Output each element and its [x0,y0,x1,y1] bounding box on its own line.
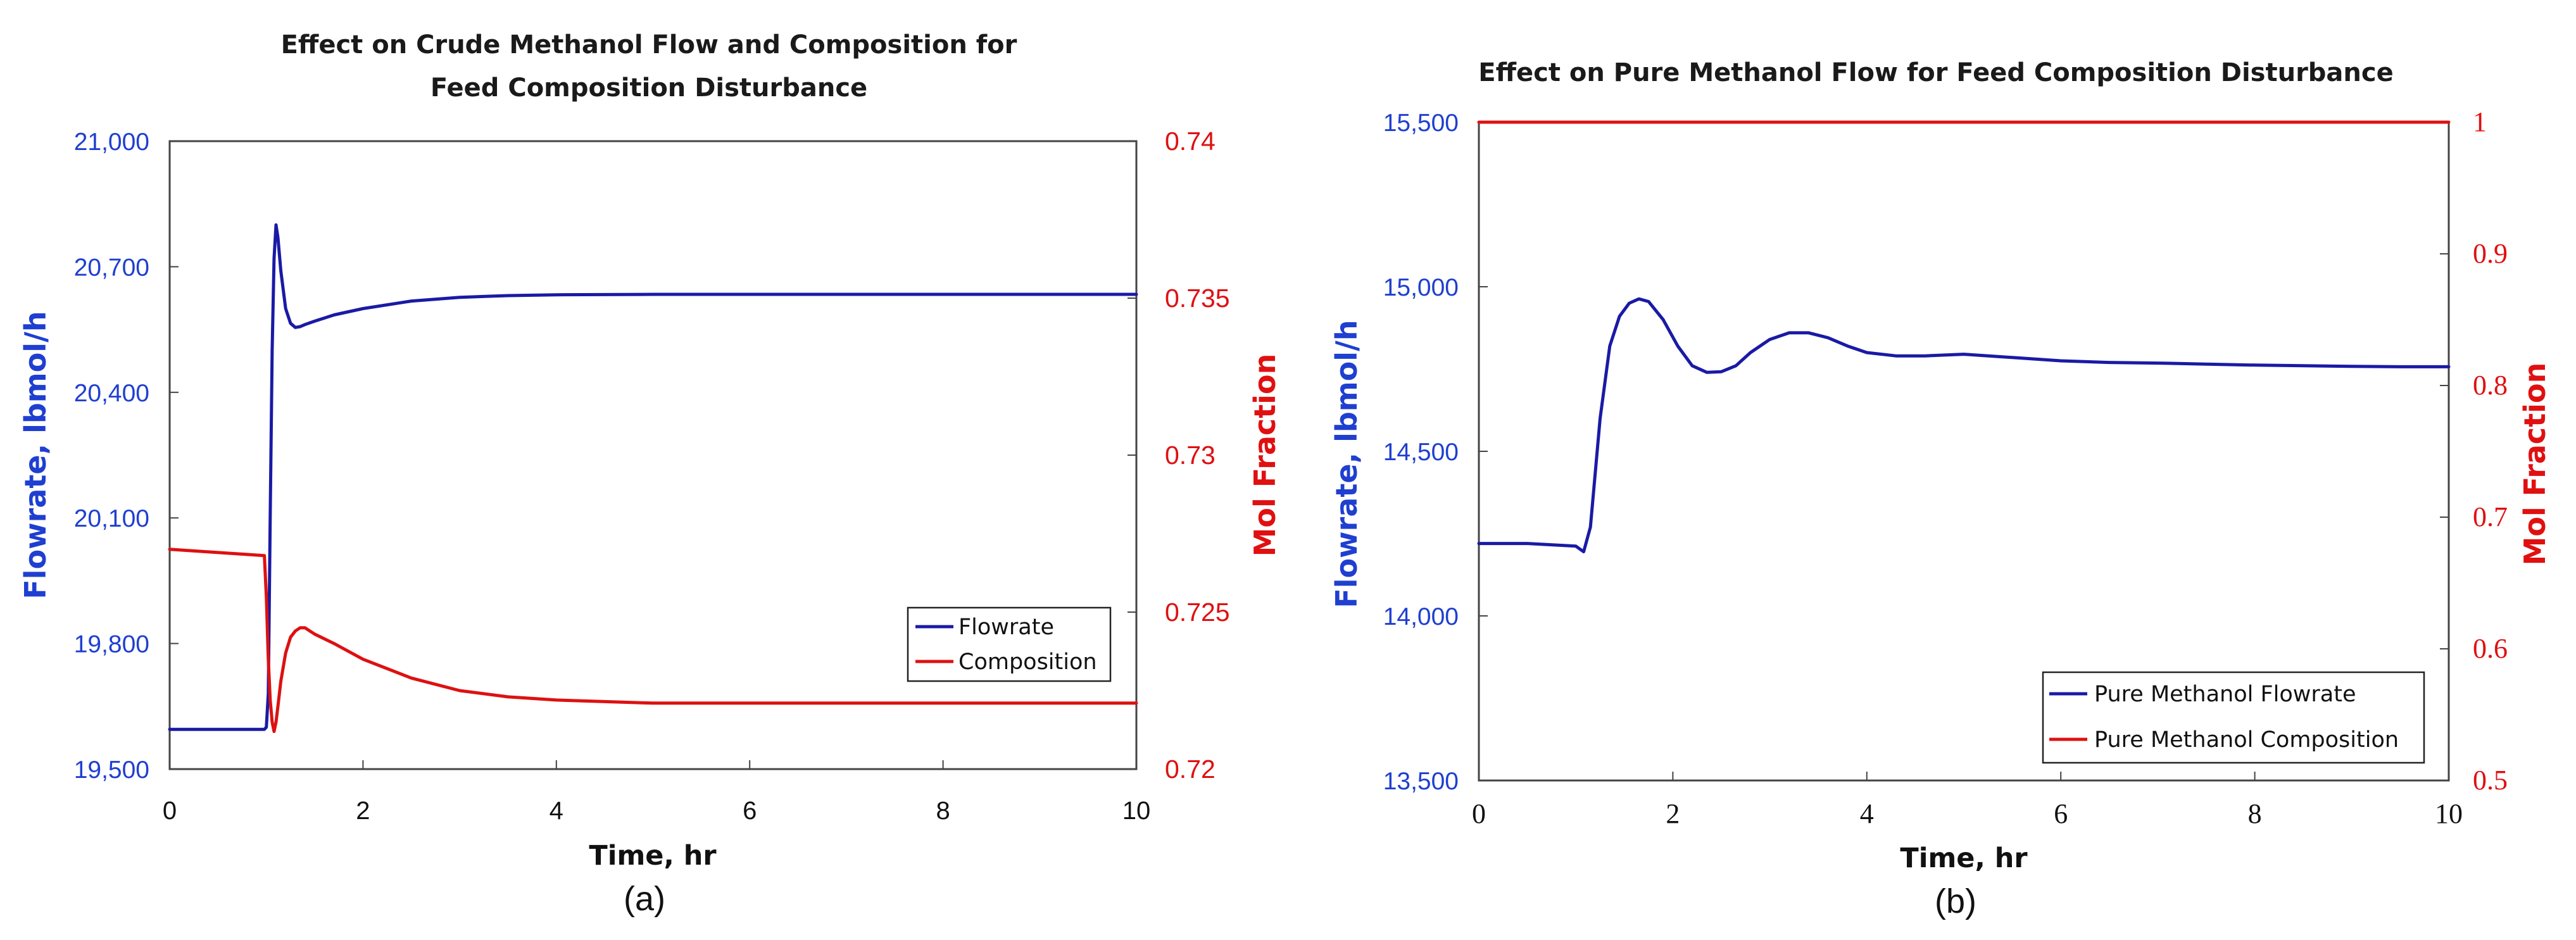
chart-a-x-ticks: 0 2 4 6 8 10 [163,760,1150,825]
chart-a-xlabel: Time, hr [589,840,717,872]
chart-b-right-tick-label: 0.6 [2473,633,2508,664]
chart-b-x-tick-label: 4 [1860,798,1874,829]
chart-a-legend-box [907,606,1112,682]
chart-b-x-tick-label: 8 [2248,798,2262,829]
chart-b-series-group [1477,120,2451,554]
chart-b-right-tick-label: 0.5 [2473,765,2508,796]
chart-b-left-tick-label: 13,500 [1383,768,1459,795]
chart-b-xlabel: Time, hr [1900,843,2028,874]
chart-a-right-tick-label: 0.725 [1165,598,1230,627]
chart-a-right-tick-label: 0.735 [1165,284,1230,313]
chart-a-left-tick-label: 19,800 [74,631,149,658]
chart-b-left-ticks: 13,500 14,000 14,500 15,000 15,500 [1383,110,1488,795]
chart-a-left-tick-label: 20,100 [74,505,149,532]
chart-a-left-ticks: 19,500 19,800 20,100 20,400 20,700 21,000 [74,128,179,784]
chart-a-ylabel-left: Flowrate, lbmol/h [18,311,53,599]
chart-a-legend-label-flowrate: Flowrate [958,615,1054,640]
chart-a-panel-label: (a) [624,880,665,918]
chart-b-x-tick-label: 6 [2054,798,2068,829]
chart-a-title-line1: Effect on Crude Methanol Flow and Compos… [281,30,1017,60]
chart-b-left-tick-label: 15,000 [1383,274,1459,301]
chart-a-legend-label-composition: Composition [958,649,1097,675]
chart-a-series-flowrate [168,223,1138,731]
chart-b-right-tick-label: 0.9 [2473,238,2508,269]
chart-a-title-line2: Feed Composition Disturbance [430,73,867,103]
chart-a-right-ticks: 0.72 0.725 0.73 0.735 0.74 [1128,127,1230,784]
chart-b-left-tick-label: 15,500 [1383,110,1459,137]
chart-b-legend-label-flowrate: Pure Methanol Flowrate [2094,682,2356,707]
chart-b-title: Effect on Pure Methanol Flow for Feed Co… [1478,58,2394,87]
chart-b-ylabel-left: Flowrate, lbmol/h [1329,320,1364,608]
chart-a-x-tick-label: 2 [356,797,370,825]
chart-b-series-pure-methanol-flowrate [1477,297,2451,554]
chart-a-x-tick-label: 4 [550,797,563,825]
chart-b-panel-label: (b) [1935,882,1976,920]
chart-a-right-tick-label: 0.72 [1165,755,1216,784]
chart-b-x-ticks: 0 2 4 6 8 10 [1472,772,2463,829]
chart-b-left-tick-label: 14,000 [1383,603,1459,630]
chart-a-ylabel-right: Mol Fraction [1248,354,1282,557]
chart-a-x-tick-label: 6 [743,797,757,825]
chart-b-left-tick-label: 14,500 [1383,439,1459,466]
chart-a-left-tick-label: 21,000 [74,128,149,156]
chart-a-left-tick-label: 20,400 [74,380,149,407]
chart-a: Effect on Crude Methanol Flow and Compos… [18,30,1282,918]
chart-b-right-tick-label: 0.8 [2473,370,2508,401]
chart-a-right-tick-label: 0.73 [1165,441,1216,470]
chart-b-legend: Pure Methanol Flowrate Pure Methanol Com… [2042,671,2425,764]
chart-a-x-tick-label: 0 [163,797,177,825]
chart-b-right-tick-label: 0.7 [2473,501,2508,532]
chart-a-legend: Flowrate Composition [907,606,1112,682]
chart-b: Effect on Pure Methanol Flow for Feed Co… [1329,58,2552,920]
chart-b-x-tick-label: 10 [2435,798,2463,829]
chart-a-series-composition [168,548,1138,733]
chart-a-right-tick-label: 0.74 [1165,127,1216,156]
chart-a-series-group [168,223,1138,733]
chart-a-x-tick-label: 10 [1122,797,1151,825]
chart-b-right-ticks: 0.5 0.6 0.7 0.8 0.9 1 [2440,106,2508,796]
chart-b-x-tick-label: 2 [1666,798,1680,829]
chart-a-left-tick-label: 20,700 [74,254,149,281]
chart-b-legend-label-composition: Pure Methanol Composition [2094,727,2399,753]
chart-b-right-tick-label: 1 [2473,106,2487,137]
chart-a-x-tick-label: 8 [936,797,950,825]
chart-b-legend-box [2042,671,2425,764]
chart-a-left-tick-label: 19,500 [74,756,149,784]
chart-b-x-tick-label: 0 [1472,798,1486,829]
chart-b-ylabel-right: Mol Fraction [2518,363,2552,566]
